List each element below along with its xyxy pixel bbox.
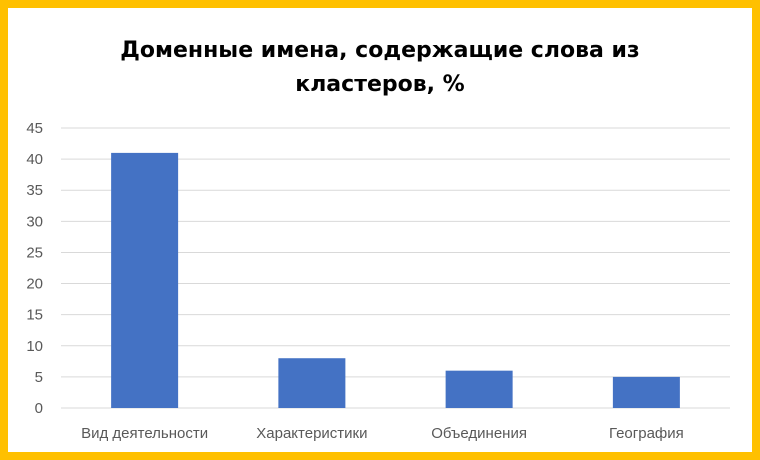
bar	[111, 152, 179, 408]
y-tick-label: 25	[26, 244, 43, 261]
x-category-label: Объединения	[431, 425, 527, 442]
chart-title: Доменные имена, содержащие слова из клас…	[8, 34, 752, 102]
x-category-label: Вид деятельности	[81, 425, 208, 442]
y-tick-label: 5	[35, 369, 43, 386]
y-tick-label: 20	[26, 276, 43, 293]
y-tick-label: 40	[26, 151, 43, 168]
y-tick-label: 10	[26, 338, 43, 355]
bar	[278, 358, 346, 408]
bar	[445, 370, 513, 408]
y-axis-labels: 0 5 10 15 20 25 30 35 40 45	[26, 120, 43, 417]
bar-chart: 0 5 10 15 20 25 30 35 40 45 Вид деятельности Харак…	[26, 120, 730, 442]
bar	[612, 376, 680, 408]
y-tick-label: 35	[26, 182, 43, 199]
y-tick-label: 30	[26, 213, 43, 230]
y-tick-label: 45	[26, 120, 43, 137]
x-axis-labels: Вид деятельности Характеристики Объединени…	[81, 425, 684, 442]
y-tick-label: 15	[26, 307, 43, 324]
x-category-label: Характеристики	[256, 425, 367, 442]
chart-title-line-1: Доменные имена, содержащие слова из	[120, 38, 640, 63]
y-tick-label: 0	[35, 400, 43, 417]
x-category-label: География	[609, 425, 684, 442]
chart-title-line-2: кластеров, %	[295, 72, 465, 97]
bars	[111, 152, 680, 408]
